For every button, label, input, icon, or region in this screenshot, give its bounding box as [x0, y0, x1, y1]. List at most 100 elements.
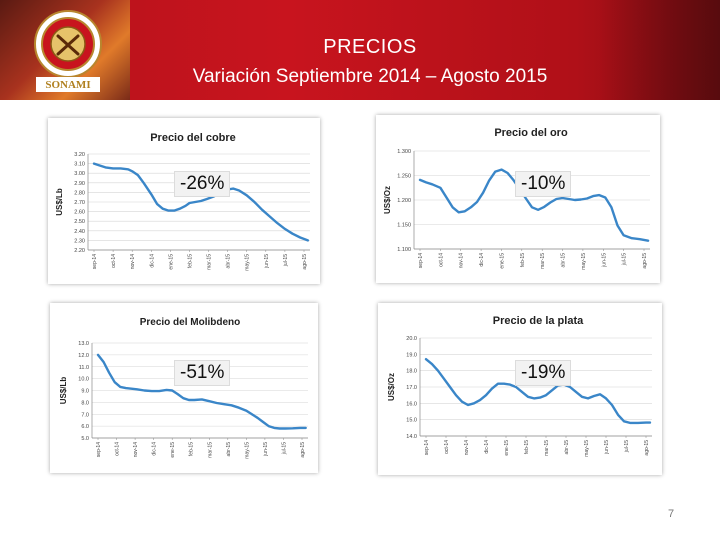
y-tick-cobre: 2.60: [74, 210, 85, 216]
logo-text: SONAMI: [45, 79, 90, 91]
chart-title-cobre: Precio del cobre: [150, 132, 236, 144]
y-tick-plata: 16.0: [406, 401, 417, 407]
x-tick-molibdeno: oct-14: [115, 442, 121, 456]
x-tick-cobre: ene-15: [168, 254, 174, 270]
y-tick-cobre: 3.00: [74, 171, 85, 177]
x-tick-plata: may-15: [584, 440, 590, 457]
x-tick-cobre: may-15: [245, 254, 251, 271]
y-axis-label-oro: US$/Oz: [383, 186, 392, 214]
y-tick-plata: 18.0: [406, 369, 417, 375]
y-tick-cobre: 2.80: [74, 190, 85, 196]
y-tick-oro: 1.300: [397, 149, 411, 155]
badge-molibdeno: -51%: [174, 360, 231, 386]
y-tick-molibdeno: 13.0: [78, 341, 89, 347]
y-tick-cobre: 2.90: [74, 181, 85, 187]
y-tick-plata: 19.0: [406, 352, 417, 358]
page-title: PRECIOS: [323, 36, 417, 58]
badge-cobre: -26%: [174, 171, 231, 197]
x-tick-oro: mar-15: [540, 253, 546, 269]
series-line-cobre: [92, 162, 309, 242]
x-tick-cobre: feb-15: [187, 254, 193, 268]
y-tick-molibdeno: 8.0: [81, 400, 89, 406]
x-tick-oro: jul-15: [622, 253, 628, 266]
y-tick-plata: 17.0: [406, 385, 417, 391]
series-line-oro: [418, 168, 650, 242]
y-tick-molibdeno: 11.0: [79, 365, 89, 371]
y-axis-label-plata: US$/Oz: [387, 373, 396, 401]
y-tick-cobre: 2.70: [74, 200, 85, 206]
chart-title-oro: Precio del oro: [494, 127, 568, 139]
y-axis-label-cobre: US$/Lb: [55, 188, 64, 216]
x-tick-cobre: jul-15: [283, 254, 289, 267]
x-tick-cobre: ago-15: [302, 254, 308, 270]
chart-panel-oro: Precio del oro US$/Oz 1.100 1.150 1.200 1.250…: [376, 115, 660, 283]
chart-molibdeno: Precio del Molibdeno US$/Lb 5.0 6.0 7.0 8.0 9.…: [59, 317, 308, 459]
y-tick-cobre: 3.20: [74, 152, 85, 158]
chart-oro: Precio del oro US$/Oz 1.100 1.150 1.200 1.250…: [383, 127, 650, 270]
x-tick-plata: abr-15: [564, 440, 570, 455]
y-tick-oro: 1.250: [397, 174, 411, 180]
y-tick-molibdeno: 12.0: [78, 353, 89, 359]
x-tick-oro: sep-14: [418, 253, 424, 269]
chart-panel-plata: Precio de la plata US$/Oz 14.0 15.0 16.0 17.0…: [378, 303, 662, 475]
x-tick-cobre: mar-15: [207, 254, 213, 270]
x-tick-plata: jul-15: [624, 440, 630, 453]
y-tick-molibdeno: 7.0: [81, 412, 89, 418]
y-tick-cobre: 2.40: [74, 229, 85, 235]
x-tick-plata: ene-15: [504, 440, 510, 456]
x-tick-molibdeno: abr-15: [226, 442, 232, 457]
series-line-molibdeno: [96, 353, 307, 430]
x-tick-plata: feb-15: [524, 440, 530, 454]
page-subtitle: Variación Septiembre 2014 – Agosto 2015: [192, 66, 548, 87]
y-tick-cobre: 2.30: [74, 238, 85, 244]
x-tick-cobre: abr-15: [226, 254, 232, 269]
badge-plata: -19%: [515, 360, 572, 386]
x-tick-cobre: jun-15: [264, 254, 270, 269]
chart-title-molibdeno: Precio del Molibdeno: [140, 317, 241, 328]
x-tick-oro: may-15: [581, 253, 587, 270]
y-tick-cobre: 2.50: [74, 219, 85, 225]
y-tick-plata: 15.0: [406, 418, 417, 424]
header-banner: SONAMI PRECIOS Variación Septiembre 2014…: [0, 0, 720, 100]
y-tick-oro: 1.150: [397, 223, 411, 229]
chart-cobre: Precio del cobre US$/Lb 2.20 2.30 2.40 2.50 2.…: [55, 132, 310, 271]
x-tick-cobre: oct-14: [111, 254, 117, 268]
x-tick-cobre: sep-14: [92, 254, 98, 270]
chart-panel-molibdeno: Precio del Molibdeno US$/Lb 5.0 6.0 7.0 8.0 9.…: [50, 303, 318, 473]
x-tick-oro: jun-15: [601, 253, 607, 268]
x-tick-plata: nov-14: [464, 440, 470, 456]
chart-plata: Precio de la plata US$/Oz 14.0 15.0 16.0 17.0…: [387, 315, 652, 457]
x-tick-plata: mar-15: [544, 440, 550, 456]
x-tick-molibdeno: jun-15: [263, 442, 269, 457]
y-tick-cobre: 2.20: [74, 248, 85, 254]
y-tick-molibdeno: 10.0: [78, 377, 89, 383]
x-tick-oro: oct-14: [438, 253, 444, 267]
y-tick-molibdeno: 9.0: [81, 389, 89, 395]
x-tick-plata: jun-15: [604, 440, 610, 455]
x-tick-molibdeno: may-15: [244, 442, 250, 459]
y-tick-plata: 20.0: [406, 336, 417, 342]
series-line-plata: [424, 358, 652, 425]
x-tick-molibdeno: ago-15: [300, 442, 306, 458]
x-tick-plata: oct-14: [444, 440, 450, 454]
y-tick-molibdeno: 6.0: [81, 424, 89, 430]
header-photo-right: [600, 0, 720, 100]
x-tick-molibdeno: mar-15: [207, 442, 213, 458]
chart-panel-cobre: Precio del cobre US$/Lb 2.20 2.30 2.40 2.50 2.…: [48, 118, 320, 284]
x-tick-oro: dic-14: [479, 253, 485, 267]
badge-oro: -10%: [515, 171, 572, 197]
x-tick-plata: sep-14: [424, 440, 430, 456]
x-tick-molibdeno: dic-14: [152, 442, 158, 456]
x-tick-cobre: nov-14: [130, 254, 136, 270]
x-tick-oro: nov-14: [459, 253, 465, 269]
x-tick-molibdeno: nov-14: [133, 442, 139, 458]
sonami-logo: SONAMI: [34, 10, 102, 92]
y-tick-oro: 1.200: [397, 198, 411, 204]
y-axis-label-molibdeno: US$/Lb: [59, 377, 68, 405]
y-tick-plata: 14.0: [406, 434, 417, 440]
y-tick-oro: 1.100: [397, 247, 411, 253]
x-tick-cobre: dic-14: [149, 254, 155, 268]
y-tick-cobre: 3.10: [74, 162, 85, 168]
x-tick-plata: ago-15: [644, 440, 650, 456]
chart-title-plata: Precio de la plata: [493, 315, 584, 327]
